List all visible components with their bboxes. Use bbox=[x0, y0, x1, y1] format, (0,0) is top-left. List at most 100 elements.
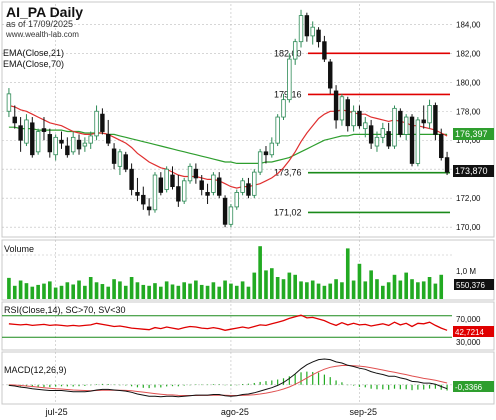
macd-histogram-bar bbox=[224, 384, 226, 386]
volume-bar bbox=[141, 284, 146, 299]
candle-body bbox=[240, 180, 245, 193]
x-tick-label: ago-25 bbox=[221, 407, 249, 417]
candle-body bbox=[30, 122, 35, 156]
volume-bar bbox=[112, 279, 116, 299]
macd-histogram-bar bbox=[405, 384, 407, 390]
candle-body bbox=[310, 26, 315, 37]
candle-body bbox=[269, 142, 275, 156]
rsi-line bbox=[8, 314, 448, 331]
macd-histogram-bar bbox=[259, 381, 261, 385]
volume-bar bbox=[135, 282, 140, 299]
volume-bar bbox=[36, 284, 40, 299]
candle-body bbox=[164, 168, 169, 190]
volume-last-value: 550,376 bbox=[456, 281, 485, 290]
ema70-line bbox=[8, 126, 448, 164]
candle-body bbox=[205, 192, 210, 196]
macd-histogram-bar bbox=[60, 384, 63, 387]
macd-histogram-bar bbox=[411, 384, 413, 391]
macd-histogram-bar bbox=[113, 384, 115, 386]
volume-bar bbox=[129, 277, 134, 299]
volume-bar bbox=[188, 283, 192, 299]
candle-body bbox=[152, 174, 158, 211]
volume-bar bbox=[164, 281, 169, 299]
price-y-tick-label: 170,00 bbox=[456, 223, 481, 232]
support-level-label: 171,02 bbox=[274, 207, 302, 217]
candle-body bbox=[35, 131, 41, 153]
volume-last-badge bbox=[454, 279, 494, 290]
macd-histogram-bar bbox=[382, 384, 384, 390]
macd-histogram-bar bbox=[148, 384, 150, 389]
candle-body bbox=[65, 145, 70, 156]
volume-bar bbox=[299, 281, 303, 299]
resistance-level-label: 182,00 bbox=[274, 48, 302, 58]
candle-body bbox=[252, 171, 257, 196]
ema21-legend: EMA(Close,21) bbox=[3, 48, 64, 58]
volume-bar bbox=[18, 280, 23, 299]
price-last-badge bbox=[453, 165, 494, 177]
volume-bar bbox=[287, 272, 292, 299]
volume-bar bbox=[410, 279, 414, 299]
candle-body bbox=[94, 110, 99, 137]
volume-bar bbox=[48, 281, 52, 299]
candle-body bbox=[281, 99, 286, 118]
chart-title: AI_PA Daily bbox=[6, 4, 83, 20]
volume-bar bbox=[427, 277, 432, 299]
candle-body bbox=[433, 105, 438, 135]
volume-bar bbox=[334, 279, 338, 299]
candle-body bbox=[70, 136, 76, 153]
candle-body bbox=[368, 125, 374, 144]
macd-histogram-bar bbox=[37, 384, 39, 388]
rsi-tick-70: 70,000 bbox=[456, 315, 481, 324]
candle-body bbox=[187, 165, 193, 182]
macd-histogram-bar bbox=[201, 384, 203, 386]
volume-bar bbox=[88, 277, 93, 299]
candle-body bbox=[12, 116, 17, 124]
as-of-date: as of 17/09/2025 bbox=[6, 19, 73, 29]
macd-histogram-bar bbox=[323, 374, 325, 385]
macd-histogram-bar bbox=[370, 384, 372, 389]
volume-bar bbox=[170, 284, 175, 299]
volume-unit-label: 1,0 M bbox=[456, 267, 476, 276]
volume-bar bbox=[65, 282, 70, 299]
website-label: www.wealth-lab.com bbox=[5, 30, 79, 39]
macd-histogram-bar bbox=[393, 384, 396, 389]
volume-bar bbox=[100, 284, 105, 299]
volume-bar bbox=[42, 283, 46, 299]
candle-body bbox=[193, 168, 199, 179]
candle-body bbox=[111, 148, 117, 164]
macd-histogram-bar bbox=[347, 384, 349, 386]
macd-histogram-bar bbox=[189, 384, 191, 386]
macd-histogram-bar bbox=[131, 384, 133, 387]
x-tick-label: jul-25 bbox=[45, 407, 68, 417]
rsi-title: RSI(Close,14), SC>70, SV<30 bbox=[4, 305, 126, 315]
volume-bar bbox=[94, 282, 99, 299]
macd-histogram-bar bbox=[78, 384, 80, 387]
macd-histogram-bar bbox=[160, 384, 162, 388]
candle-body bbox=[345, 99, 350, 127]
macd-histogram-bar bbox=[136, 384, 139, 388]
candle-body bbox=[76, 139, 82, 150]
candle-body bbox=[421, 119, 426, 124]
candle-body bbox=[222, 197, 228, 225]
volume-bar bbox=[77, 280, 81, 299]
candle-body bbox=[117, 151, 123, 167]
candle-body bbox=[322, 41, 327, 60]
macd-histogram-bar bbox=[265, 381, 267, 385]
macd-histogram-bar bbox=[353, 384, 355, 386]
volume-bar bbox=[439, 274, 444, 299]
volume-bar bbox=[381, 285, 385, 299]
candle-body bbox=[444, 157, 450, 173]
volume-bar bbox=[270, 268, 274, 299]
macd-histogram-bar bbox=[440, 384, 442, 390]
support-level-label: 173,76 bbox=[274, 168, 302, 178]
volume-bar bbox=[386, 282, 391, 299]
macd-histogram-bar bbox=[388, 384, 390, 390]
price-y-tick-label: 178,00 bbox=[456, 107, 481, 116]
volume-bar bbox=[217, 286, 222, 299]
macd-histogram-bar bbox=[230, 384, 232, 386]
macd-histogram-bar bbox=[423, 384, 425, 390]
macd-signal-line bbox=[8, 364, 448, 396]
price-y-tick-label: 176,00 bbox=[456, 136, 481, 145]
macd-histogram-bar bbox=[446, 384, 448, 391]
